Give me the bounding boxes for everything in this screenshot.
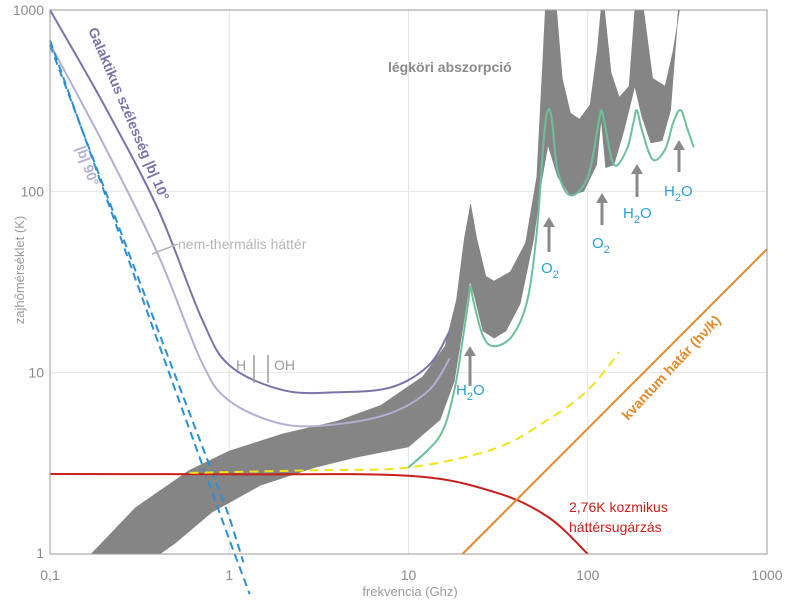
atmosphere-bands (90, 9, 680, 555)
label-atmosphere: légköri abszorpció (388, 59, 512, 75)
x-tick-label: 10 (401, 567, 417, 583)
galactic-90-line (49, 43, 451, 428)
x-tick-label: 1000 (751, 567, 782, 583)
quantum-limit-line (461, 248, 768, 555)
molecule-label: O2 (541, 260, 559, 281)
label-H: H (236, 357, 246, 373)
label-nonthermal: nem-thermális háttér (178, 236, 307, 252)
galactic-10-line (49, 9, 451, 395)
label-quantum: kvantum határ (hν/k) (618, 312, 723, 423)
series-lines (49, 9, 768, 595)
absorption-arrow-head (673, 140, 685, 150)
cmb-line (49, 473, 589, 555)
x-tick-label: 1 (225, 567, 233, 583)
y-tick-label: 10 (28, 365, 44, 381)
molecule-label: H2O (664, 183, 693, 204)
x-axis-label: frekvencia (Ghz) (362, 584, 457, 599)
plot-frame (49, 9, 768, 555)
y-tick-label: 1000 (13, 2, 44, 18)
cmb-line-1: 2,76K kozmikus (569, 499, 668, 515)
absorption-arrow-head (631, 164, 643, 174)
nonthermal-line-1 (49, 40, 251, 595)
tick-labels: 0,1 1 10 100 1000 1 10 100 1000 (13, 2, 783, 583)
y-axis-label: zajhőmérséklet (K) (12, 216, 27, 324)
absorption-arrows (464, 140, 685, 386)
absorption-arrow-head (596, 193, 608, 203)
y-tick-label: 1 (36, 545, 44, 561)
atmosphere-absorption-band (90, 9, 680, 555)
molecule-labels: H2O O2 O2 H2O H2O (456, 183, 693, 403)
absorption-arrow-head (464, 346, 476, 356)
y-tick-label: 100 (21, 183, 45, 199)
molecule-label: O2 (592, 235, 610, 256)
label-OH: OH (274, 357, 295, 373)
molecule-label: H2O (623, 205, 652, 226)
label-cmb: 2,76K kozmikus háttérsugárzás (569, 499, 668, 535)
x-tick-label: 0,1 (40, 567, 60, 583)
nonthermal-pointer (151, 243, 179, 255)
cmb-line-2: háttérsugárzás (569, 519, 662, 535)
nonthermal-line-2 (49, 44, 245, 563)
total-noise-dashed-line (189, 351, 621, 474)
atmosphere-low-line (407, 107, 695, 469)
label-galactic-90: |b| 90° (73, 144, 102, 188)
x-tick-label: 100 (576, 567, 600, 583)
molecule-label: H2O (456, 382, 485, 403)
absorption-arrow-head (543, 217, 555, 227)
